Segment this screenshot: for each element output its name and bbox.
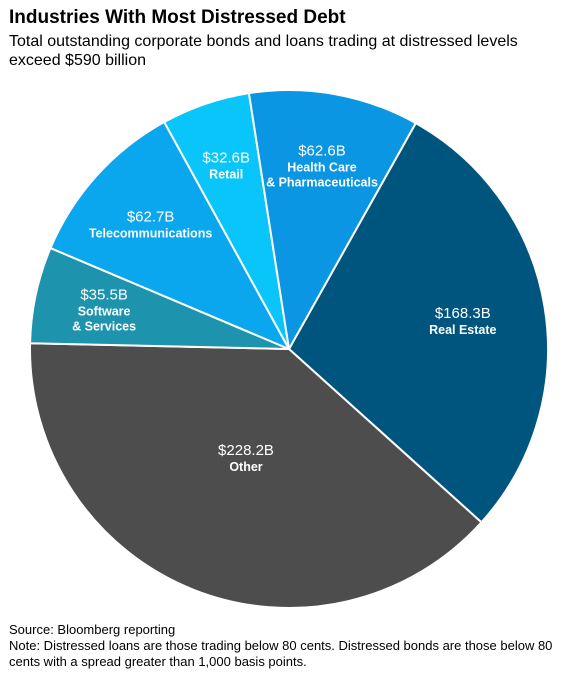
- slice-value-label-real-estate: $168.3B: [435, 305, 491, 322]
- footnote: Note: Distressed loans are those trading…: [9, 638, 553, 669]
- slice-name-label-health-care-and-pharmaceuticals: Health Care & Pharmaceuticals: [266, 161, 378, 190]
- slice-name-label-software-and-services: Software & Services: [72, 304, 136, 333]
- slice-value-label-software-and-services: $35.5B: [80, 286, 128, 303]
- pie-slices: [29, 88, 549, 609]
- chart-subtitle: Total outstanding corporate bonds and lo…: [9, 33, 518, 69]
- pie-slice-other: [29, 342, 483, 609]
- pie-slice-health-care-and-pharmaceuticals: [247, 88, 417, 350]
- pie-slice-telecommunications: [49, 121, 290, 350]
- chart-title: Industries With Most Distressed Debt: [9, 7, 346, 28]
- slice-value-label-telecommunications: $62.7B: [127, 209, 175, 226]
- slice-value-label-other: $228.2B: [218, 442, 274, 459]
- slice-name-label-real-estate: Real Estate: [429, 323, 496, 337]
- slice-name-label-telecommunications: Telecommunications: [89, 227, 212, 241]
- slice-name-label-other: Other: [229, 460, 262, 474]
- slice-value-label-health-care-and-pharmaceuticals: $62.6B: [298, 143, 346, 160]
- chart-footer: Source: Bloomberg reporting Note: Distre…: [9, 622, 567, 670]
- slice-name-label-retail: Retail: [209, 168, 243, 182]
- slice-value-label-retail: $32.6B: [202, 150, 250, 167]
- source-note: Source: Bloomberg reporting: [9, 622, 176, 637]
- pie-slice-real-estate: [288, 122, 549, 524]
